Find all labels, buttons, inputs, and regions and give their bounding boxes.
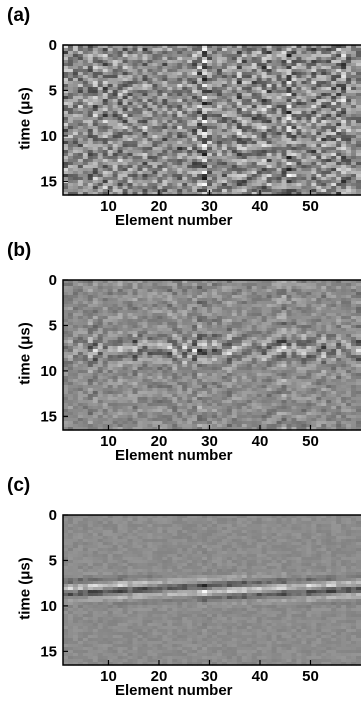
- x-tick-label: 40: [252, 198, 269, 215]
- panel-label: (a): [7, 5, 31, 26]
- y-tick-label: 15: [40, 408, 57, 425]
- y-tick-label: 5: [49, 82, 57, 99]
- x-tick-label: 30: [201, 198, 218, 215]
- y-tick-label: 0: [49, 507, 57, 524]
- x-tick-label: 50: [302, 668, 319, 685]
- y-tick-label: 15: [40, 643, 57, 660]
- panel-a: (a) 0 5 10 15 10 20 30 40 50 time (μs) Element n…: [0, 0, 361, 235]
- x-tick-label: 30: [201, 668, 218, 685]
- y-tick-label: 15: [40, 173, 57, 190]
- x-axis-label: Element number: [115, 212, 233, 229]
- x-tick-label: 10: [100, 433, 117, 450]
- heatmap-b: 0 5 10 15 10 20 30 40 50: [40, 272, 361, 450]
- x-tick-label: 50: [302, 198, 319, 215]
- axis-frame: [62, 514, 361, 666]
- axis-frame: [62, 44, 361, 196]
- x-tick-label: 40: [252, 668, 269, 685]
- heatmap-a: 0 5 10 15 10 20 30 40 50: [40, 37, 361, 215]
- panel-b: (b) 0 5 10 15 10 20 30 40 50 time (μs) Element n…: [0, 235, 361, 470]
- x-axis-label: Element number: [115, 682, 233, 699]
- y-tick-label: 10: [40, 128, 57, 145]
- axis-frame: [62, 279, 361, 431]
- y-axis-label: time (μs): [16, 557, 34, 620]
- y-tick-label: 10: [40, 363, 57, 380]
- x-tick-label: 50: [302, 433, 319, 450]
- heatmap-c: 0 5 10 15 10 20 30 40 50: [40, 507, 361, 685]
- x-axis-label: Element number: [115, 447, 233, 464]
- panel-label: (c): [7, 475, 31, 496]
- x-tick-label: 40: [252, 433, 269, 450]
- y-tick-label: 0: [49, 272, 57, 289]
- x-tick-label: 20: [151, 668, 168, 685]
- y-axis-label: time (μs): [16, 87, 34, 150]
- y-tick-label: 0: [49, 37, 57, 54]
- heatmap-cells: [63, 280, 361, 431]
- heatmap-cells: [63, 45, 361, 196]
- x-tick-label: 20: [151, 198, 168, 215]
- y-tick-label: 10: [40, 598, 57, 615]
- x-tick-label: 10: [100, 198, 117, 215]
- panel-c: (c) 0 5 10 15 10 20 30 40 50 time (μs) Element n…: [0, 470, 361, 705]
- y-tick-label: 5: [49, 317, 57, 334]
- heatmap-cells: [63, 515, 361, 666]
- x-tick-label: 20: [151, 433, 168, 450]
- panel-label: (b): [7, 240, 32, 261]
- x-tick-label: 10: [100, 668, 117, 685]
- y-tick-label: 5: [49, 552, 57, 569]
- x-tick-label: 30: [201, 433, 218, 450]
- y-axis-label: time (μs): [16, 322, 34, 385]
